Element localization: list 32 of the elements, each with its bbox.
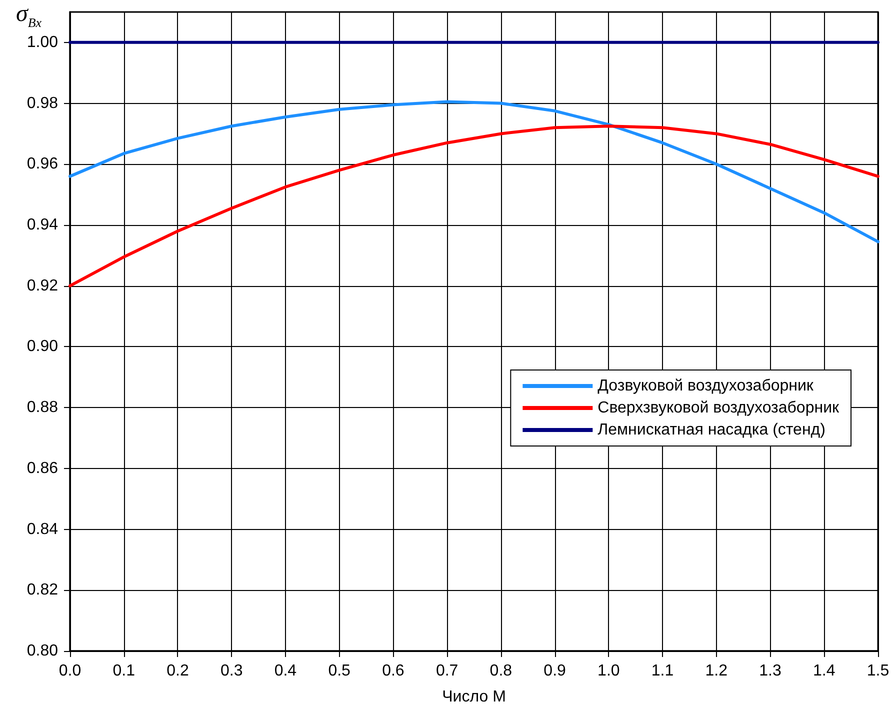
x-tick-label: 1.4	[813, 662, 836, 680]
x-tick-label: 0.5	[328, 662, 351, 680]
legend-label: Лемнискатная насадка (стенд)	[598, 422, 826, 438]
x-tick-label: 0.6	[382, 662, 404, 680]
y-tick-label: 0.88	[26, 399, 58, 416]
x-tick-label: 1.3	[759, 662, 782, 680]
y-tick-label: 0.94	[26, 216, 58, 234]
x-tick-label: 0.2	[166, 662, 189, 680]
y-tick-label: 1.00	[26, 34, 58, 51]
x-tick-label: 0.0	[58, 662, 82, 680]
x-tick-label: 0.7	[436, 662, 458, 680]
x-tick-label: 1.5	[866, 662, 890, 680]
y-axis-title: σ$_{Bx}$	[16, 1, 42, 30]
x-tick-label: 0.1	[112, 662, 136, 680]
x-tick-label: 0.4	[274, 662, 297, 680]
legend-label: Дозвуковой воздухозаборник	[598, 378, 814, 394]
y-tick-label: 0.98	[26, 94, 58, 112]
x-tick-label: 1.2	[705, 662, 728, 680]
y-tick-label: 0.96	[26, 156, 58, 173]
y-tick-label: 0.90	[26, 338, 58, 356]
x-tick-label: 0.9	[544, 662, 566, 680]
y-tick-label: 0.80	[26, 642, 58, 660]
legend-label: Сверхзвуковой воздухозаборник	[598, 400, 840, 416]
y-tick-label: 0.84	[26, 520, 58, 538]
x-tick-label: 1.1	[651, 662, 674, 680]
x-tick-label: 1.0	[598, 662, 620, 680]
y-tick-label: 0.86	[26, 460, 58, 477]
x-tick-label: 0.8	[490, 662, 512, 680]
y-tick-label: 0.92	[26, 277, 58, 294]
x-axis-title: Число M	[442, 688, 506, 706]
y-tick-label: 0.82	[26, 582, 58, 599]
x-tick-label: 0.3	[220, 662, 243, 680]
